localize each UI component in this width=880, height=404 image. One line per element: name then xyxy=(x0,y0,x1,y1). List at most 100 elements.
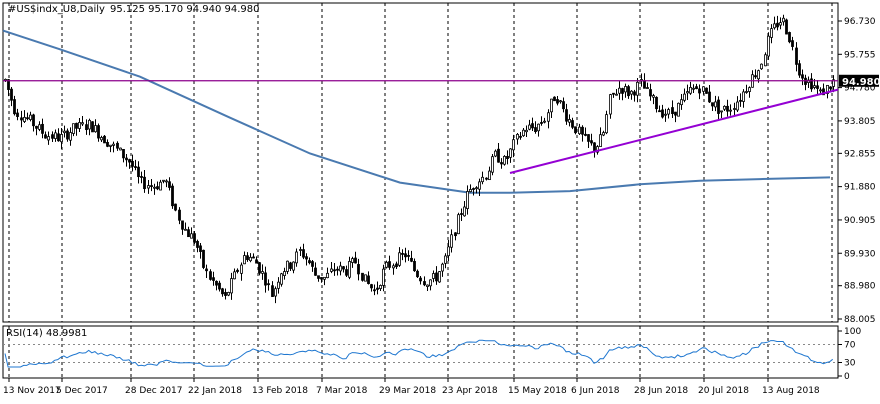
candle-body xyxy=(376,287,379,290)
candle-body xyxy=(643,80,646,89)
candle-body xyxy=(311,261,314,267)
symbol-label: #US$indx_U8,Daily xyxy=(8,4,105,15)
candle-body xyxy=(106,141,109,147)
candle-body xyxy=(295,251,298,264)
ohlc-label: 95.125 95.170 94.940 94.980 xyxy=(110,4,260,15)
candle-body xyxy=(816,85,819,89)
candle-body xyxy=(705,87,708,94)
candle-body xyxy=(500,162,503,165)
candle-body xyxy=(562,101,565,110)
candle-body xyxy=(419,277,422,282)
x-tick-label: 7 Mar 2018 xyxy=(316,386,368,396)
candle-body xyxy=(677,102,680,117)
price-tick-label: 95.755 xyxy=(844,50,876,60)
candle-body xyxy=(224,292,227,296)
candle-body xyxy=(410,257,413,262)
candle-body xyxy=(38,124,41,130)
candle-body xyxy=(599,134,602,147)
candle-body xyxy=(795,47,798,65)
candle-body xyxy=(491,156,494,173)
candle-body xyxy=(667,109,670,115)
candle-body xyxy=(299,249,302,251)
x-tick-label: 13 Aug 2018 xyxy=(762,386,820,396)
candle-body xyxy=(760,63,763,70)
candle-body xyxy=(791,40,794,47)
candle-body xyxy=(51,134,54,139)
rsi-label: RSI(14) 48.9981 xyxy=(6,328,87,339)
candle-body xyxy=(720,110,723,113)
price-tick-label: 90.905 xyxy=(844,216,876,226)
candle-body xyxy=(478,181,481,190)
candle-body xyxy=(587,134,590,142)
candle-body xyxy=(326,272,329,279)
candle-body xyxy=(212,277,215,281)
candle-body xyxy=(26,117,29,120)
price-tick-label: 91.880 xyxy=(844,183,876,193)
candle-body xyxy=(429,279,432,287)
candle-body xyxy=(819,89,822,92)
candle-body xyxy=(373,289,376,292)
candle-body xyxy=(184,228,187,231)
candle-body xyxy=(609,94,612,115)
candle-body xyxy=(320,277,323,280)
candle-body xyxy=(516,133,519,140)
candle-body xyxy=(156,186,159,190)
candle-body xyxy=(547,112,550,122)
candle-body xyxy=(122,149,125,159)
candle-body xyxy=(457,214,460,235)
candle-body xyxy=(10,88,13,101)
candle-body xyxy=(615,93,618,96)
candle-body xyxy=(714,101,717,108)
candle-body xyxy=(698,88,701,94)
rsi-line xyxy=(4,339,834,368)
main-panel xyxy=(2,2,839,323)
candle-body xyxy=(221,288,224,295)
candle-body xyxy=(289,262,292,269)
candle-body xyxy=(574,126,577,134)
rsi-tick-label: 100 xyxy=(844,327,861,337)
candle-body xyxy=(664,113,667,116)
candle-body xyxy=(674,111,677,116)
candle-body xyxy=(215,280,218,286)
candle-body xyxy=(776,22,779,28)
candle-body xyxy=(584,133,587,136)
candle-body xyxy=(174,203,177,211)
x-tick-label: 20 Jul 2018 xyxy=(698,386,749,396)
candle-body xyxy=(143,176,146,190)
candle-body xyxy=(302,249,305,258)
price-tick-label: 94.780 xyxy=(844,84,876,94)
candle-body xyxy=(351,258,354,263)
candle-body xyxy=(252,256,255,259)
candle-body xyxy=(261,271,264,274)
candle-body xyxy=(85,124,88,131)
candle-body xyxy=(354,257,357,264)
moving-average-line xyxy=(2,29,831,194)
candle-body xyxy=(202,249,205,268)
candle-body xyxy=(497,148,500,163)
candle-body xyxy=(401,253,404,255)
candle-body xyxy=(810,78,813,90)
candle-body xyxy=(16,112,19,117)
candle-body xyxy=(556,99,559,104)
x-tick-label: 22 Jan 2018 xyxy=(188,386,242,396)
candle-body xyxy=(779,22,782,26)
candle-body xyxy=(178,209,181,221)
x-tick-label: 29 Mar 2018 xyxy=(379,386,436,396)
candle-body xyxy=(314,267,317,276)
candle-body xyxy=(69,132,72,141)
candle-body xyxy=(60,134,63,143)
candle-body xyxy=(193,233,196,243)
candle-body xyxy=(733,108,736,110)
candle-body xyxy=(646,87,649,89)
candle-body xyxy=(754,75,757,78)
candle-body xyxy=(581,126,584,135)
candle-body xyxy=(739,99,742,102)
current-price-badge xyxy=(839,74,879,87)
candle-body xyxy=(481,176,484,183)
candle-body xyxy=(274,288,277,297)
candle-body xyxy=(432,273,435,279)
candle-body xyxy=(267,283,270,286)
candle-body xyxy=(788,32,791,43)
candle-body xyxy=(460,213,463,215)
candle-body xyxy=(624,86,627,93)
